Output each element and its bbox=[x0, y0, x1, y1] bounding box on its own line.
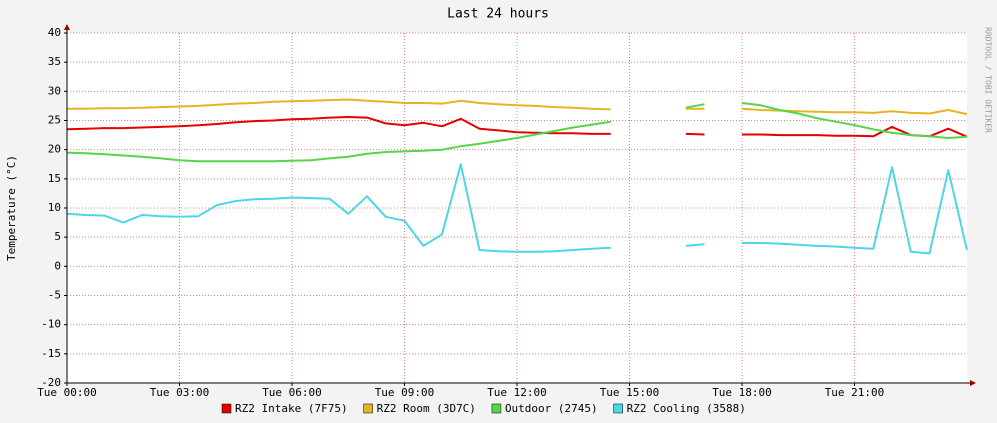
y-tick-label: 25 bbox=[48, 114, 61, 127]
y-tick-label: 20 bbox=[48, 143, 61, 156]
x-tick-label: Tue 09:00 bbox=[375, 386, 435, 399]
y-tick-label: -10 bbox=[41, 318, 61, 331]
legend-label: RZ2 Intake (7F75) bbox=[235, 402, 348, 415]
side-note: RRDTOOL / TOBI OETIKER bbox=[984, 27, 993, 133]
legend-swatch bbox=[613, 403, 623, 414]
y-tick-label: 10 bbox=[48, 201, 61, 214]
y-tick-label: 40 bbox=[48, 26, 61, 39]
legend-swatch bbox=[221, 403, 232, 414]
y-tick-label: 0 bbox=[54, 259, 61, 272]
axis-arrow bbox=[64, 24, 70, 30]
x-tick-label: Tue 21:00 bbox=[825, 386, 885, 399]
y-tick-label: 35 bbox=[48, 55, 61, 68]
axis-arrow bbox=[970, 380, 976, 386]
x-tick-label: Tue 06:00 bbox=[262, 386, 322, 399]
legend-label: RZ2 Room (3D7C) bbox=[377, 402, 476, 415]
x-tick-label: Tue 03:00 bbox=[150, 386, 210, 399]
y-tick-label: -5 bbox=[48, 289, 61, 302]
x-tick-label: Tue 12:00 bbox=[487, 386, 547, 399]
series-line bbox=[66, 102, 968, 163]
y-tick-label: 15 bbox=[48, 172, 61, 185]
series-line bbox=[66, 163, 968, 255]
legend-swatch bbox=[491, 403, 502, 414]
y-tick-label: -20 bbox=[41, 376, 61, 389]
y-tick-label: -15 bbox=[41, 347, 61, 360]
legend-swatch bbox=[363, 403, 373, 414]
chart-title: Last 24 hours bbox=[447, 7, 549, 22]
x-tick-label: Tue 18:00 bbox=[712, 386, 772, 399]
legend-label: RZ2 Cooling (3588) bbox=[627, 402, 746, 415]
y-axis-label: Temperature (°C) bbox=[5, 155, 18, 261]
y-tick-label: 5 bbox=[54, 230, 61, 243]
legend-label: Outdoor (2745) bbox=[505, 402, 598, 415]
y-tick-label: 30 bbox=[48, 84, 61, 97]
x-tick-label: Tue 15:00 bbox=[600, 386, 660, 399]
x-tick-label: Tue 00:00 bbox=[37, 386, 97, 399]
